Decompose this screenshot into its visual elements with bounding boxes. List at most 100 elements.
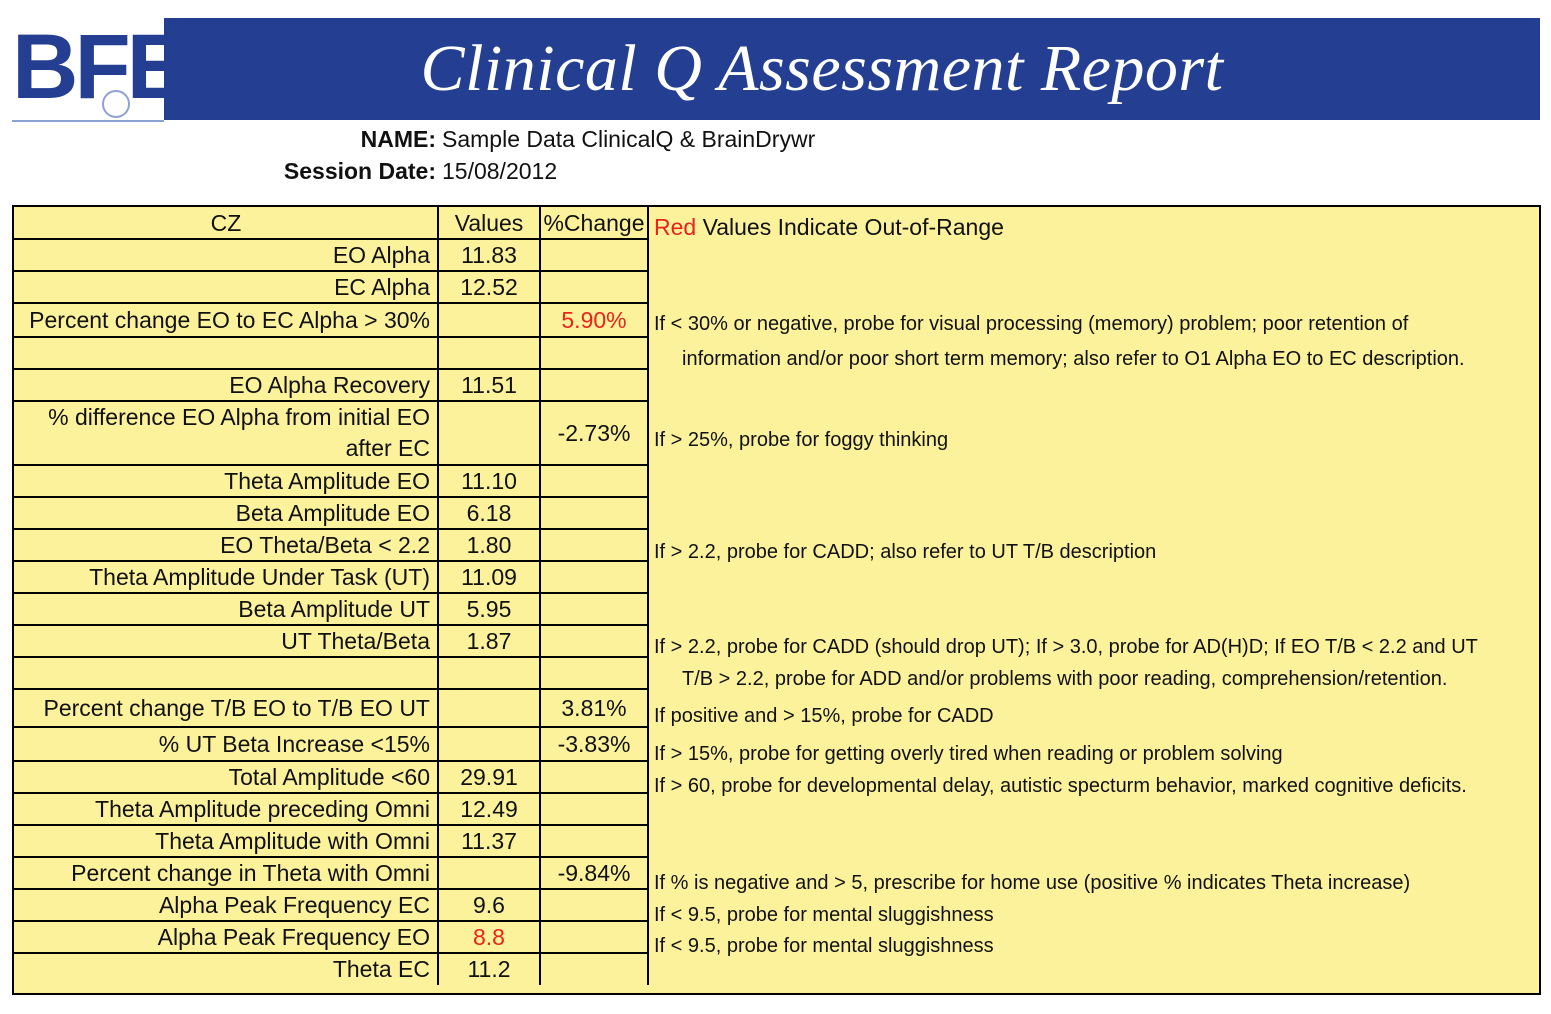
row-label: UT Theta/Beta [281,627,430,654]
row-label: EC Alpha [334,273,430,300]
row-value: 11.09 [461,563,517,590]
row-change [540,593,648,625]
row-label: Theta Amplitude with Omni [155,827,430,854]
description-total-amplitude: If > 60, probe for developmental delay, … [654,775,1467,797]
row-label: EO Alpha [332,241,430,268]
row-divider [14,496,648,498]
header-values: Values [454,209,524,236]
row-change: -2.73% [557,419,631,446]
row-value: 11.37 [461,827,517,854]
row-change [540,953,648,985]
row-label: % UT Beta Increase <15% [158,730,430,757]
row-value: 6.18 [466,499,512,526]
row-change [540,921,648,953]
bfe-logo-graphic: BFE [12,16,189,118]
row-divider [14,726,648,728]
description-ut-theta-beta-2: T/B > 2.2, probe for ADD and/or problems… [682,668,1448,690]
row-divider [14,302,648,304]
row-label-line1: % difference EO Alpha from initial EO [48,404,430,430]
row-change: -9.84% [557,859,631,886]
row-value: 11.10 [461,467,517,494]
row-value [438,401,540,465]
column-divider [437,207,439,985]
legend-red-word: Red [654,214,697,240]
row-divider [14,656,648,658]
row-label: EO Theta/Beta < 2.2 [220,531,430,558]
row-divider [14,856,648,858]
row-label: Theta Amplitude Under Task (UT) [89,563,430,590]
row-label: Theta Amplitude preceding Omni [95,795,430,822]
description-peak-eo: If < 9.5, probe for mental sluggishness [654,935,994,957]
row-label: Percent change T/B EO to T/B EO UT [43,694,431,721]
row-divider [14,336,648,338]
row-label: EO Alpha Recovery [229,371,430,398]
row-label: Percent change EO to EC Alpha > 30% [29,306,430,333]
title-banner: Clinical Q Assessment Report [164,18,1540,120]
row-divider [14,688,648,690]
name-label: NAME: [360,126,436,152]
row-change [540,497,648,529]
row-value: 1.80 [466,531,512,558]
row-change [540,369,648,401]
row-value: 11.83 [461,241,517,268]
row-divider [14,792,648,794]
row-value: 9.6 [473,891,505,918]
row-divider [14,920,648,922]
column-divider [539,207,541,985]
row-divider [14,760,648,762]
row-change [540,889,648,921]
row-label: Alpha Peak Frequency EC [158,891,430,918]
header-divider [12,120,164,122]
row-value [438,727,540,761]
row-change [540,625,648,657]
row-change: -3.83% [557,730,631,757]
row-value [438,857,540,889]
description-alpha-change-2: information and/or poor short term memor… [682,348,1465,370]
row-value: 11.2 [467,955,511,982]
row-label: Theta Amplitude EO [224,467,430,494]
row-divider [14,528,648,530]
row-label: Beta Amplitude UT [238,595,430,622]
row-label [14,337,438,369]
row-change [540,561,648,593]
row-value [438,337,540,369]
row-change [540,271,648,303]
row-value: 8.8 [473,923,505,950]
assessment-table: CZ Values %Change EO Alpha 11.83 EC Alpha 12.5… [12,205,1541,995]
header-site: CZ [210,209,242,236]
description-ut-theta-beta-1: If > 2.2, probe for CADD (should drop UT… [654,636,1478,658]
row-divider [14,238,648,240]
column-divider [647,207,649,985]
description-peak-ec: If < 9.5, probe for mental sluggishness [654,904,994,926]
row-value [438,689,540,727]
session-date-value: 15/08/2012 [442,158,558,184]
row-label-line2: after EC [345,435,430,461]
row-change [540,825,648,857]
row-divider [14,270,648,272]
row-value: 11.51 [461,371,517,398]
row-change [540,657,648,689]
row-change: 5.90% [561,306,627,333]
row-divider [14,888,648,890]
row-divider [14,824,648,826]
row-divider [14,400,648,402]
row-divider [14,464,648,466]
row-change [540,529,648,561]
row-change: 3.81% [561,694,627,721]
row-change [540,465,648,497]
session-date-label: Session Date: [283,158,436,184]
row-label: Alpha Peak Frequency EO [157,923,430,950]
row-value [438,657,540,689]
row-change [540,793,648,825]
description-alpha-change-1: If < 30% or negative, probe for visual p… [654,313,1409,335]
row-divider [14,368,648,370]
row-label: Theta EC [332,955,430,982]
report-title: Clinical Q Assessment Report [420,32,1224,105]
session-date-row: Session Date: 15/08/2012 [262,158,557,185]
row-value: 12.52 [460,273,518,300]
row-label: % difference EO Alpha from initial EO aft… [14,401,438,465]
patient-name-row: NAME: Sample Data ClinicalQ & BrainDrywr [262,126,816,153]
row-divider [14,592,648,594]
row-value [438,303,540,337]
row-value: 29.91 [460,763,518,790]
